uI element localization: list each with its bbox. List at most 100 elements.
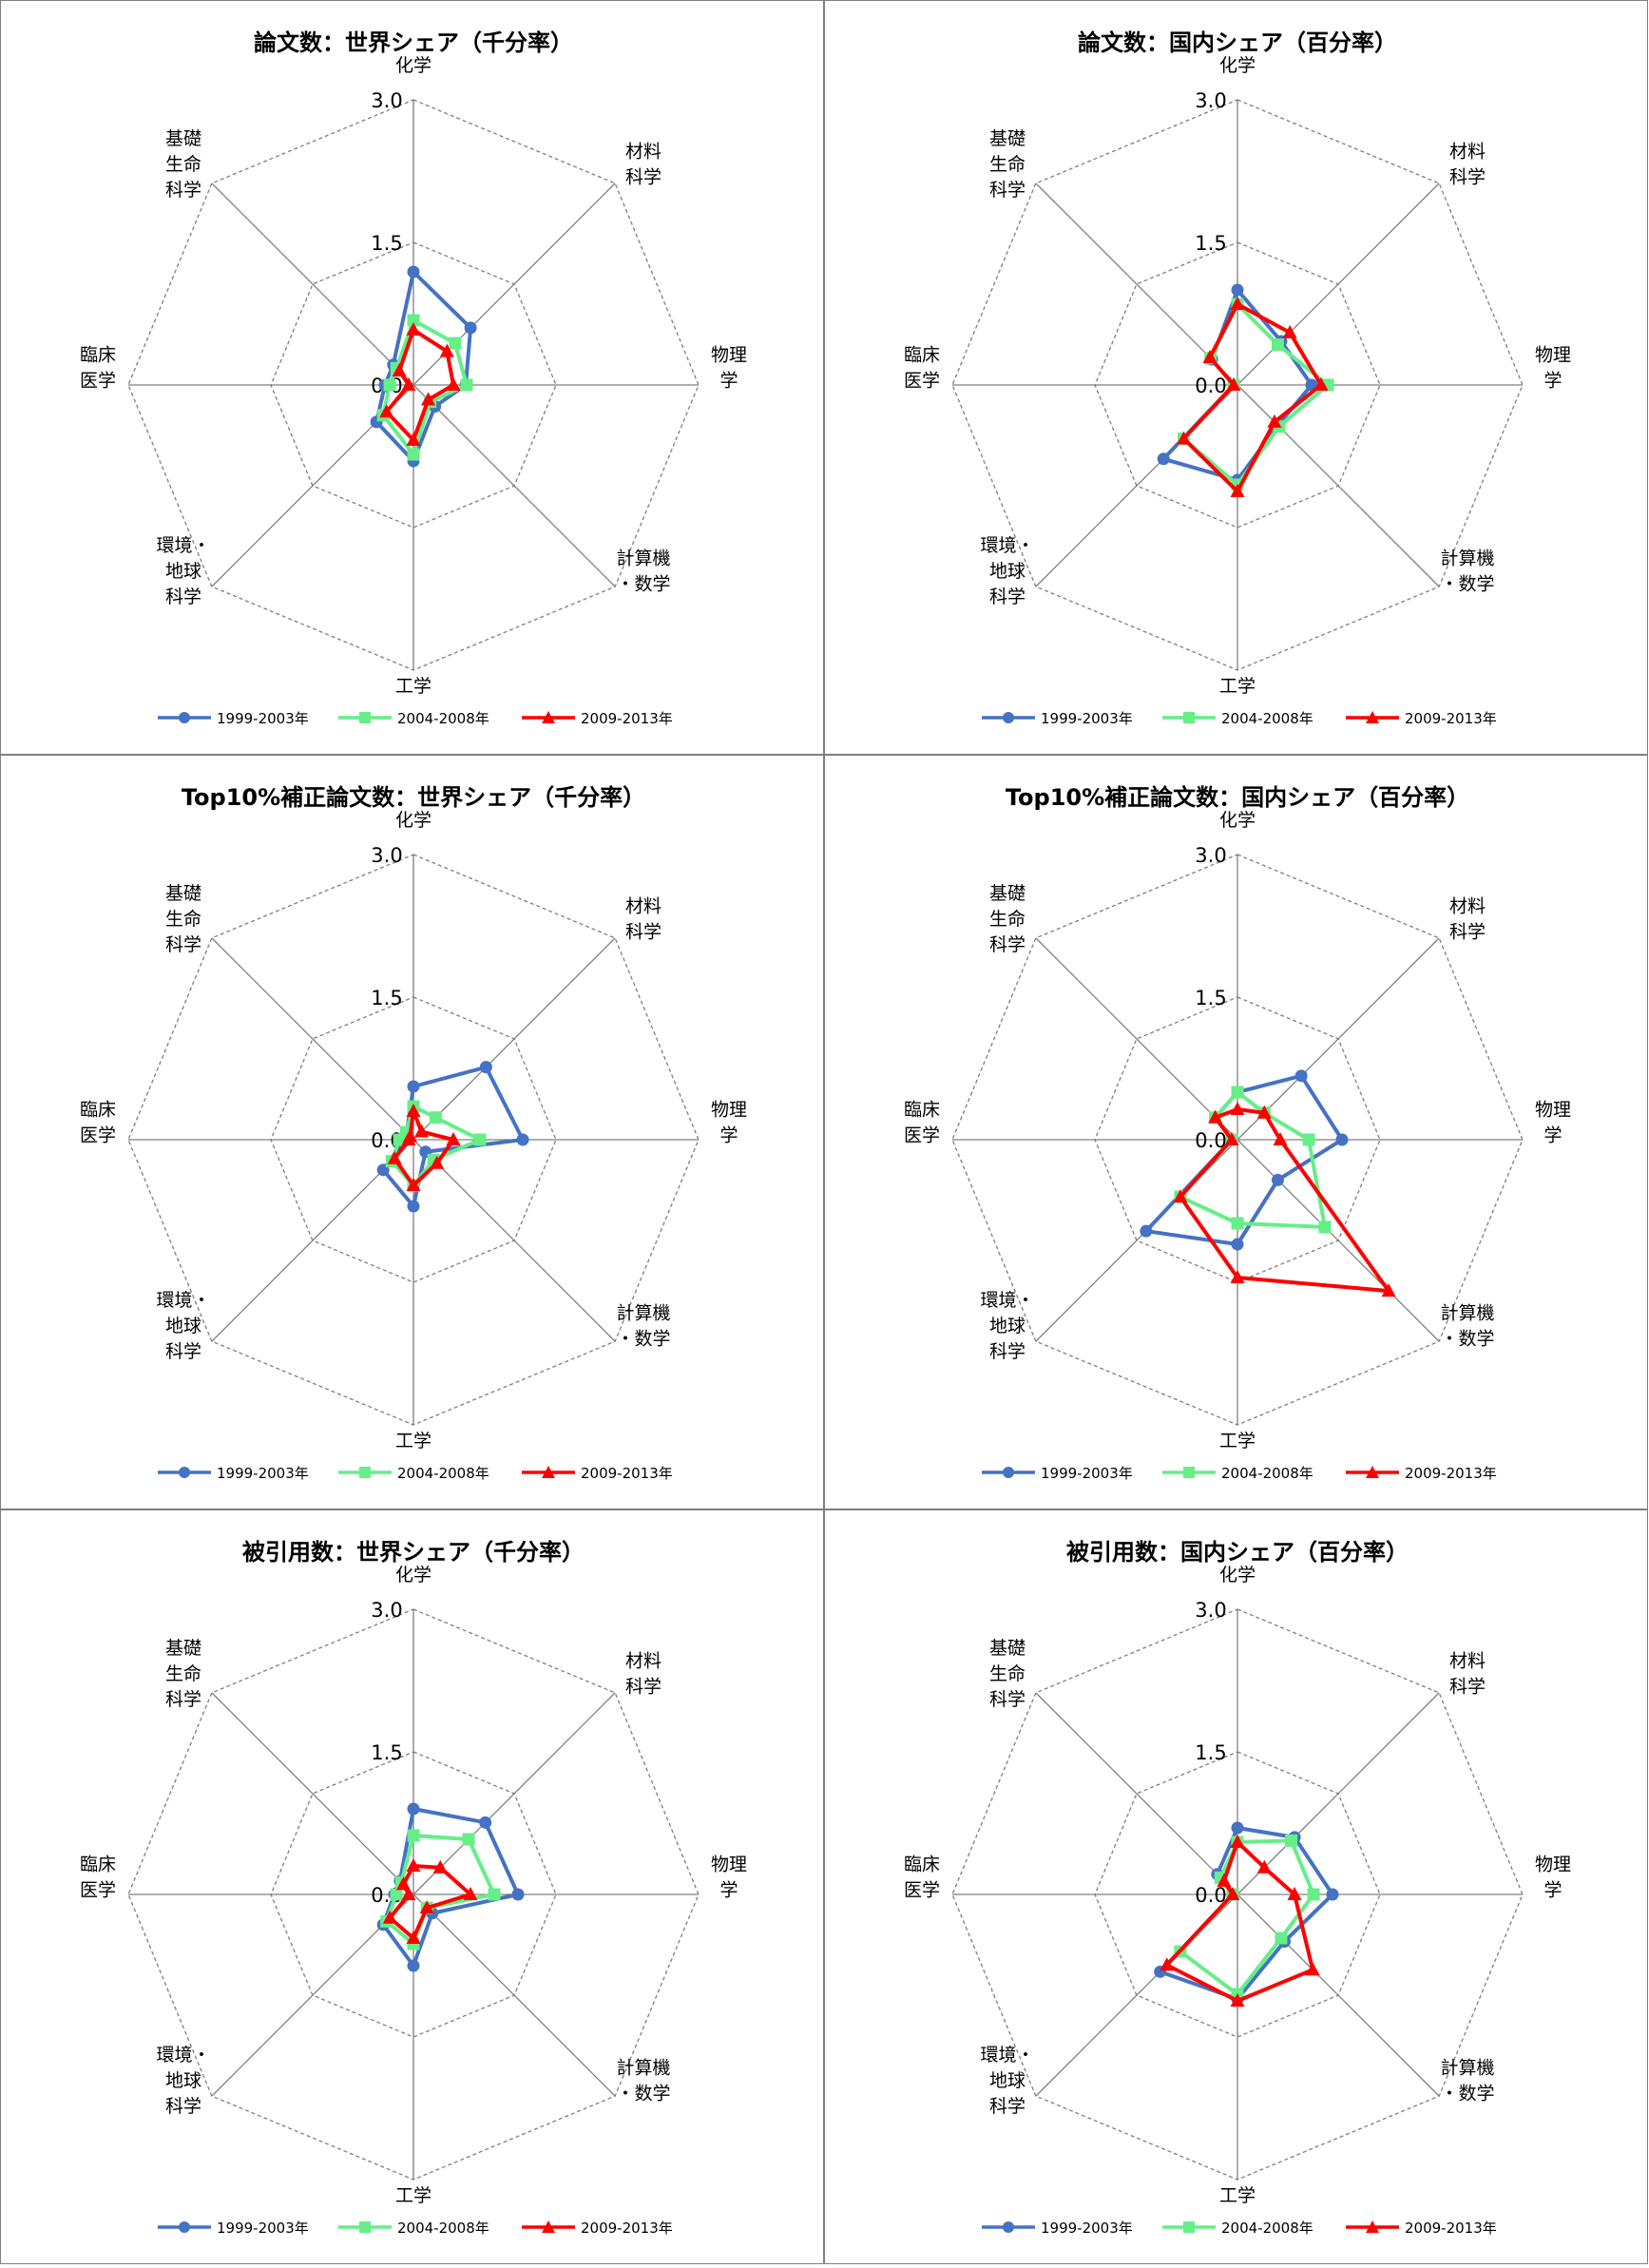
grid-ring-mid <box>1094 1751 1381 2038</box>
legend-entry: 1999-2003年 <box>158 2220 309 2237</box>
axis-label: 臨床医学 <box>80 1855 116 1901</box>
series-line <box>1164 1840 1315 2003</box>
data-point <box>1282 324 1297 338</box>
data-point <box>1231 1821 1244 1835</box>
data-point <box>1230 484 1245 497</box>
grid-ring-mid <box>270 1751 557 2038</box>
data-point <box>511 1888 525 1901</box>
data-point <box>1225 1887 1240 1900</box>
data-point <box>1224 1132 1239 1145</box>
axis-label: 基礎生命科学 <box>989 128 1026 201</box>
data-point <box>1173 1189 1188 1203</box>
legend-entry: 1999-2003年 <box>982 710 1133 727</box>
legend-entry: 2004-2008年 <box>1162 2220 1313 2237</box>
data-point <box>407 1959 420 1972</box>
axis-spoke <box>412 384 616 587</box>
data-point <box>1160 1957 1175 1971</box>
legend-entry: 2004-2008年 <box>338 710 489 727</box>
tick-label: 1.5 <box>1195 987 1226 1009</box>
data-point <box>439 343 454 357</box>
data-point <box>1231 283 1244 297</box>
data-point <box>1335 1133 1349 1146</box>
legend-label: 2009-2013年 <box>581 2220 673 2237</box>
data-point <box>407 1802 420 1816</box>
grid-ring-mid <box>270 996 557 1283</box>
tick-label: 3.0 <box>371 844 402 867</box>
tick-label: 1.5 <box>371 1741 402 1764</box>
axis-label: 工学 <box>1219 1431 1256 1451</box>
chart-title: Top10%補正論文数：国内シェア（百分率） <box>1006 784 1469 811</box>
radar-chart-6: 被引用数：国内シェア（百分率） 0.0 1.5 3.0 化学材料科学物理学計算機・数学工… <box>904 1539 1571 2237</box>
axis-label: 臨床医学 <box>80 345 116 392</box>
legend-entry: 2004-2008年 <box>1162 1465 1313 1482</box>
axis-label: 工学 <box>1219 2185 1256 2206</box>
legend-label: 2004-2008年 <box>1221 2220 1313 2237</box>
data-point <box>1381 1283 1396 1297</box>
data-point <box>407 1829 420 1842</box>
legend-entry: 2009-2013年 <box>522 710 673 727</box>
data-point <box>406 1178 421 1191</box>
legend-label: 1999-2003年 <box>217 2220 309 2237</box>
axis-label: 基礎生命科学 <box>989 883 1026 955</box>
axis-spoke <box>412 1893 616 2097</box>
axis-label: 臨床医学 <box>904 1100 940 1146</box>
axis-label: 計算機・数学 <box>1440 1303 1494 1350</box>
axis-label: 基礎生命科学 <box>165 883 201 955</box>
data-point <box>1226 377 1241 391</box>
tick-label: 3.0 <box>371 89 402 112</box>
data-point <box>1271 1173 1284 1186</box>
tick-label: 1.5 <box>371 987 402 1009</box>
axis-label: 化学 <box>395 1565 431 1586</box>
axis-label: 計算機・数学 <box>1440 548 1494 595</box>
axis-spoke <box>1237 937 1440 1141</box>
data-point <box>421 392 436 406</box>
chart-title: 論文数：世界シェア（千分率） <box>254 29 573 56</box>
axis-spoke <box>412 1139 616 1342</box>
legend-label: 2009-2013年 <box>581 710 673 727</box>
axis-spoke <box>412 937 616 1141</box>
data-point <box>429 1111 442 1124</box>
data-point <box>407 265 420 279</box>
axis-label: 環境・地球科学 <box>156 1290 210 1362</box>
legend-label: 1999-2003年 <box>1041 710 1133 727</box>
axis-label: 物理学 <box>1535 1100 1571 1146</box>
data-point <box>1230 1102 1245 1115</box>
legend-label: 2004-2008年 <box>1221 1465 1313 1482</box>
axis-label: 化学 <box>1219 55 1256 76</box>
data-point <box>1326 1888 1339 1901</box>
axis-label: 材料科学 <box>1449 142 1486 188</box>
series-line <box>1178 1838 1315 1996</box>
data-point <box>462 1833 475 1846</box>
data-point <box>406 1858 421 1872</box>
data-point <box>516 1133 529 1146</box>
legend-label: 2004-2008年 <box>397 1465 489 1482</box>
axis-label: 工学 <box>1219 676 1256 697</box>
data-point <box>473 1133 487 1146</box>
axis-spoke <box>1035 183 1238 386</box>
axis-spoke <box>1237 1139 1440 1342</box>
data-point <box>479 1061 492 1074</box>
tick-label: 0.0 <box>1195 1884 1226 1907</box>
legend-label: 2004-2008年 <box>397 2220 489 2237</box>
radar-chart-4: Top10%補正論文数：国内シェア（百分率）0.01.53.0化学材料科学物理学… <box>904 784 1571 1482</box>
legend-entry: 1999-2003年 <box>158 1465 309 1482</box>
tick-label: 1.5 <box>371 232 402 255</box>
grid-ring-mid <box>1094 241 1381 529</box>
data-point <box>1217 1873 1232 1887</box>
legend-label: 2004-2008年 <box>1221 710 1313 727</box>
data-point <box>407 314 420 327</box>
legend-label: 2009-2013年 <box>1405 2220 1497 2237</box>
axis-label: 工学 <box>395 2185 431 2206</box>
radar-chart-2: 論文数：国内シェア（百分率） 0.0 1.5 3.0 化学材料科学物理学計算機・数学工学… <box>904 29 1571 727</box>
data-point <box>1285 1834 1298 1847</box>
axis-label: 環境・地球科学 <box>156 2045 210 2117</box>
data-point <box>1230 297 1245 310</box>
legend-label: 2009-2013年 <box>1405 710 1497 727</box>
data-point <box>401 377 416 391</box>
legend-label: 2009-2013年 <box>581 1465 673 1482</box>
data-point <box>1231 1086 1244 1099</box>
axis-label: 計算機・数学 <box>616 1303 670 1350</box>
data-point <box>406 432 421 446</box>
tick-label: 3.0 <box>1195 844 1226 867</box>
axis-spoke <box>1035 937 1238 1141</box>
